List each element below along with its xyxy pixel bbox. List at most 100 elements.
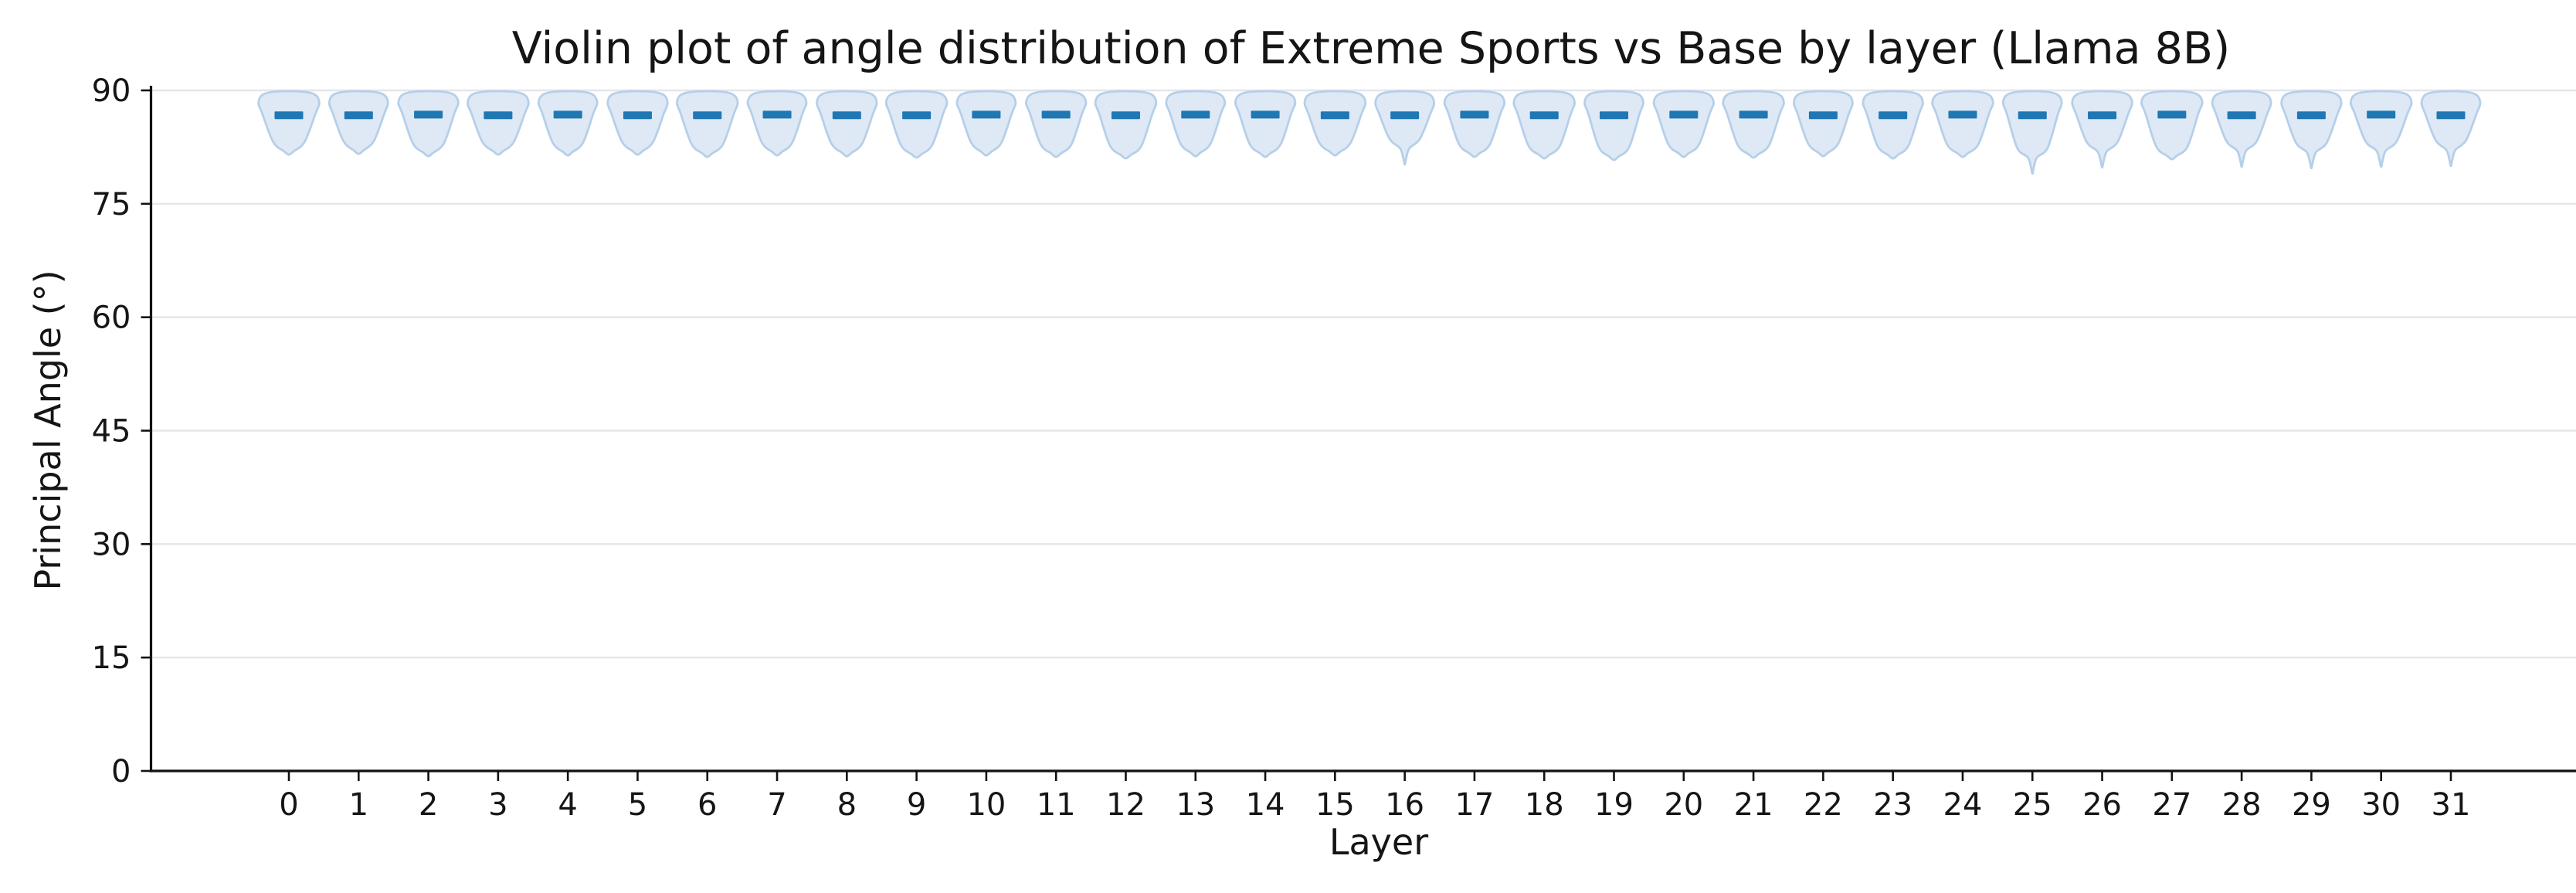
violin-body [1794,91,1852,156]
violin-layer-5 [608,91,668,154]
median-bar [1739,110,1768,118]
violin-body [1166,91,1225,156]
x-tick-label: 28 [2222,787,2262,823]
violin-layer-12 [1095,91,1156,158]
median-bar [2228,111,2256,119]
violin-body [2003,91,2062,174]
median-bar [833,111,861,119]
y-tick-label: 60 [92,300,131,336]
y-tick-label: 15 [92,640,131,676]
median-bar [484,111,512,119]
violin-layer-20 [1654,91,1714,157]
violin-body [817,91,877,156]
violin-layer-3 [468,91,529,154]
x-tick-label: 19 [1594,787,1634,823]
median-bar [763,110,792,118]
violin-series [259,91,2480,174]
violin-layer-0 [259,91,320,154]
violin-layer-31 [2422,91,2480,166]
violin-body [399,91,459,156]
violin-layer-10 [957,91,1016,155]
violin-body [1095,91,1156,158]
violin-layer-18 [1514,91,1575,158]
violin-body [1026,91,1086,157]
violin-body [608,91,668,154]
x-tick-label: 21 [1734,787,1773,823]
violin-body [1863,91,1923,158]
median-bar [2367,110,2395,118]
median-bar [902,111,931,119]
violin-body [259,91,320,154]
violin-body [1654,91,1714,157]
median-bar [1251,110,1280,118]
median-bar [1809,111,1838,119]
x-tick-label: 16 [1385,787,1424,823]
x-tick-label: 2 [419,787,438,823]
x-tick-label: 29 [2292,787,2331,823]
x-tick-label: 8 [837,787,857,823]
violin-body [2422,91,2480,166]
violin-layer-6 [677,91,738,157]
y-axis-label: Principal Angle (°) [31,270,69,590]
y-tick-label: 30 [92,527,131,562]
gridlines [152,90,2576,657]
median-bar [344,111,373,119]
median-bar [1460,110,1488,118]
violin-layer-27 [2141,91,2202,159]
x-tick-label: 30 [2361,787,2401,823]
median-bar [2018,111,2047,119]
violin-body [538,91,597,155]
x-tick-label: 31 [2432,787,2471,823]
median-bar [1181,110,1210,118]
violin-layer-15 [1305,91,1366,155]
x-tick-label: 17 [1454,787,1494,823]
violin-body [677,91,738,157]
median-bar [972,110,1000,118]
violin-body [1514,91,1575,158]
chart-title: Violin plot of angle distribution of Ext… [512,23,2231,74]
violin-layer-25 [2003,91,2062,174]
violin-layer-7 [748,91,806,155]
y-tick-label: 0 [111,754,131,789]
violin-layer-22 [1794,91,1852,156]
x-tick-label: 7 [767,787,786,823]
x-tick-label: 20 [1664,787,1703,823]
violin-body [1933,91,1994,157]
x-tick-label: 25 [2013,787,2052,823]
violin-layer-21 [1723,91,1784,158]
violin-body [468,91,529,154]
violin-layer-4 [538,91,597,155]
y-tick-label: 75 [92,187,131,222]
median-bar [2297,111,2326,119]
median-bar [1042,110,1071,118]
median-bar [275,111,304,119]
violin-body [886,91,947,158]
median-bar [1321,111,1349,119]
median-bar [1879,111,1907,119]
median-bar [554,110,582,118]
x-tick-label: 27 [2152,787,2191,823]
x-tick-label: 1 [349,787,368,823]
violin-body [329,91,388,154]
violin-body [2350,91,2411,167]
x-tick-label: 18 [1525,787,1564,823]
median-bar [1948,110,1977,118]
x-tick-label: 26 [2082,787,2122,823]
x-tick-label: 10 [966,787,1006,823]
median-bar [2436,111,2465,119]
violin-layer-17 [1444,91,1505,157]
x-tick-label: 23 [1873,787,1912,823]
violin-layer-28 [2212,91,2271,167]
y-tick-label: 45 [92,414,131,450]
median-bar [1669,110,1698,118]
violin-body [2141,91,2202,159]
violin-layer-16 [1376,91,1434,165]
violin-layer-2 [399,91,459,156]
violin-layer-29 [2282,91,2342,168]
violin-body [1376,91,1434,165]
violin-layer-11 [1026,91,1086,157]
violin-layer-14 [1235,91,1295,157]
violin-body [2072,91,2133,168]
